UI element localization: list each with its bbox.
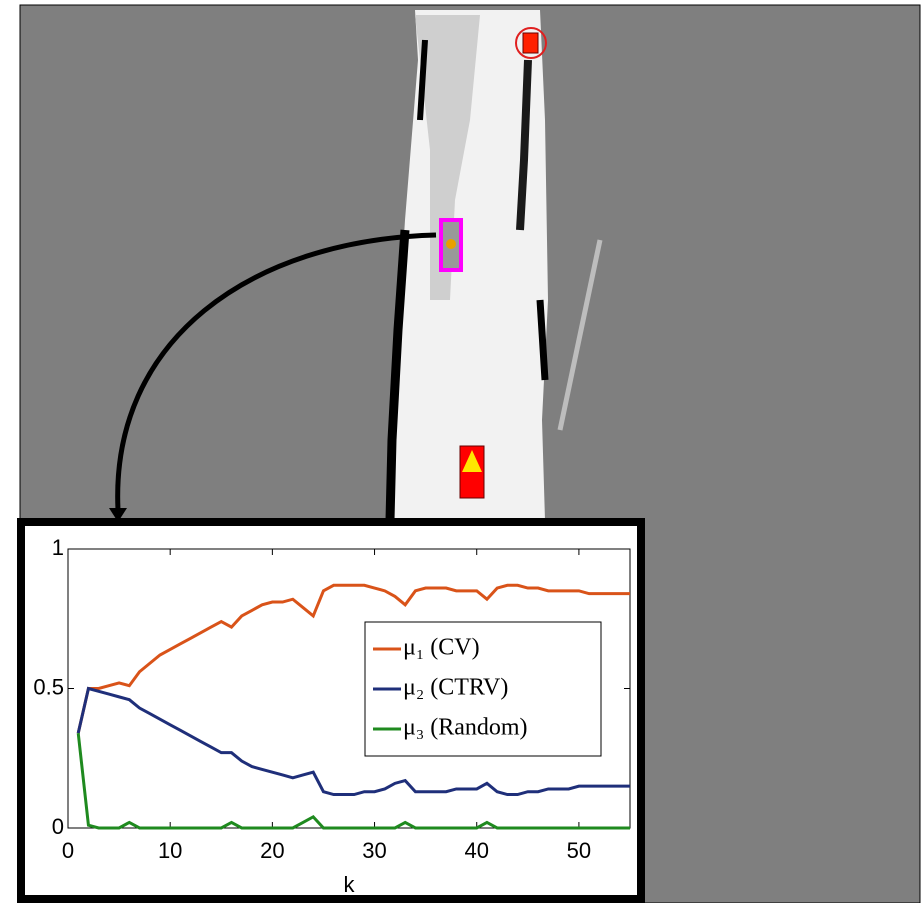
x-tick-label: 50 [567, 838, 591, 863]
x-tick-label: 0 [62, 838, 74, 863]
y-tick-label: 0 [52, 814, 64, 839]
right-edge [540, 300, 545, 380]
legend-label: μ₂ (CTRV) [403, 675, 508, 701]
x-tick-label: 40 [464, 838, 488, 863]
legend-label: μ₁ (CV) [403, 635, 480, 661]
y-tick-label: 1 [52, 535, 64, 560]
tracked-vehicle-center [446, 239, 456, 249]
x-tick-label: 20 [260, 838, 284, 863]
x-axis-label: k [344, 872, 356, 897]
x-tick-label: 10 [158, 838, 182, 863]
target-vehicle [523, 33, 538, 53]
y-tick-label: 0.5 [33, 674, 64, 699]
x-tick-label: 30 [362, 838, 386, 863]
page: k 0 10 20 30 40 50 0 0.5 1 μ₁ (CV) μ₂ (CTRV) μ₃ (Ra… [0, 0, 923, 903]
figure: k 0 10 20 30 40 50 0 0.5 1 μ₁ (CV) μ₂ (CTRV) μ₃ (Ra… [0, 0, 923, 903]
legend-label: μ₃ (Random) [403, 715, 528, 741]
